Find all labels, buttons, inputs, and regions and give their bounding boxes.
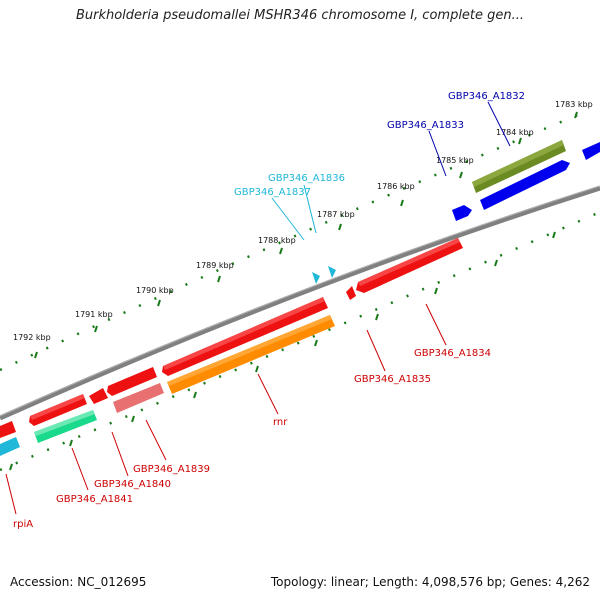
chromosome-backbone [0,185,600,421]
gene-red-a-feature[interactable] [107,367,157,396]
chromosome-backbone-highlight [0,185,600,417]
leader-lines [5,101,511,515]
tick-1788 [279,247,283,255]
gene-label-a1841: GBP346_A1841 [56,494,133,505]
accession-label: Accession: NC_012695 [10,575,147,589]
gene-label-a1840: GBP346_A1840 [94,479,171,490]
gene-label-a1837: GBP346_A1837 [234,187,311,198]
tick-1789 [217,275,221,283]
scale-label-1785: 1785 kbp [436,156,474,165]
gene-label-rpiA: rpiA [13,519,33,530]
genome-stats-label: Topology: linear; Length: 4,098,576 bp; … [270,575,590,589]
tick-1784 [518,137,522,145]
gene-red-c-shade [30,394,85,420]
gene-a1834-shade [358,238,460,286]
gene-a1832-feature[interactable] [582,142,600,160]
gene-label-rnr: rnr [273,417,288,428]
tick-1785 [459,171,463,179]
gene-label-a1834: GBP346_A1834 [414,348,491,359]
scale-label-1783: 1783 kbp [555,100,593,109]
gene-label-a1835: GBP346_A1835 [354,374,431,385]
gene-red-left-feature[interactable] [0,421,16,438]
gene-label-a1833: GBP346_A1833 [387,120,464,131]
scale-label-1790: 1790 kbp [136,286,174,295]
tick-1786 [400,199,404,207]
scale-label-1787: 1787 kbp [317,210,355,219]
gene-a1835-shade [163,297,325,370]
gene-a1841-shade [34,410,95,436]
scale-label-1786: 1786 kbp [377,182,415,191]
scale-label-1789: 1789 kbp [196,261,234,270]
outer-major-ticks [34,111,578,359]
map-title: Burkholderia pseudomallei MSHR346 chromo… [75,8,525,23]
gene-a1836-feature[interactable] [328,266,336,278]
gene-a1833b-feature[interactable] [452,205,472,221]
tick-1791 [94,325,98,333]
gene-label-a1839: GBP346_A1839 [133,464,210,475]
gene-a1839-feature[interactable] [113,383,164,413]
gene-label-a1836: GBP346_A1836 [268,173,345,184]
scale-label-1792: 1792 kbp [13,333,51,342]
scale-label-1788: 1788 kbp [258,236,296,245]
gene-olive-shade [472,140,564,187]
inner-ruler [0,210,600,472]
inner-major-ticks [9,231,556,471]
scale-label-1791: 1791 kbp [75,310,113,319]
gene-small-red-feature[interactable] [346,286,356,300]
gene-label-a1832: GBP346_A1832 [448,91,525,102]
tick-1783 [574,111,578,119]
scale-label-1784: 1784 kbp [496,128,534,137]
gene-rnr-shade [167,315,332,386]
tick-1787 [338,223,342,231]
tick-1790 [157,299,161,307]
tick-1792 [34,351,38,359]
gene-red-b-feature[interactable] [89,388,108,404]
gene-a1837-feature[interactable] [312,272,320,284]
gene-rpiA-feature[interactable] [0,437,20,456]
gene-a1833-feature[interactable] [480,160,570,210]
